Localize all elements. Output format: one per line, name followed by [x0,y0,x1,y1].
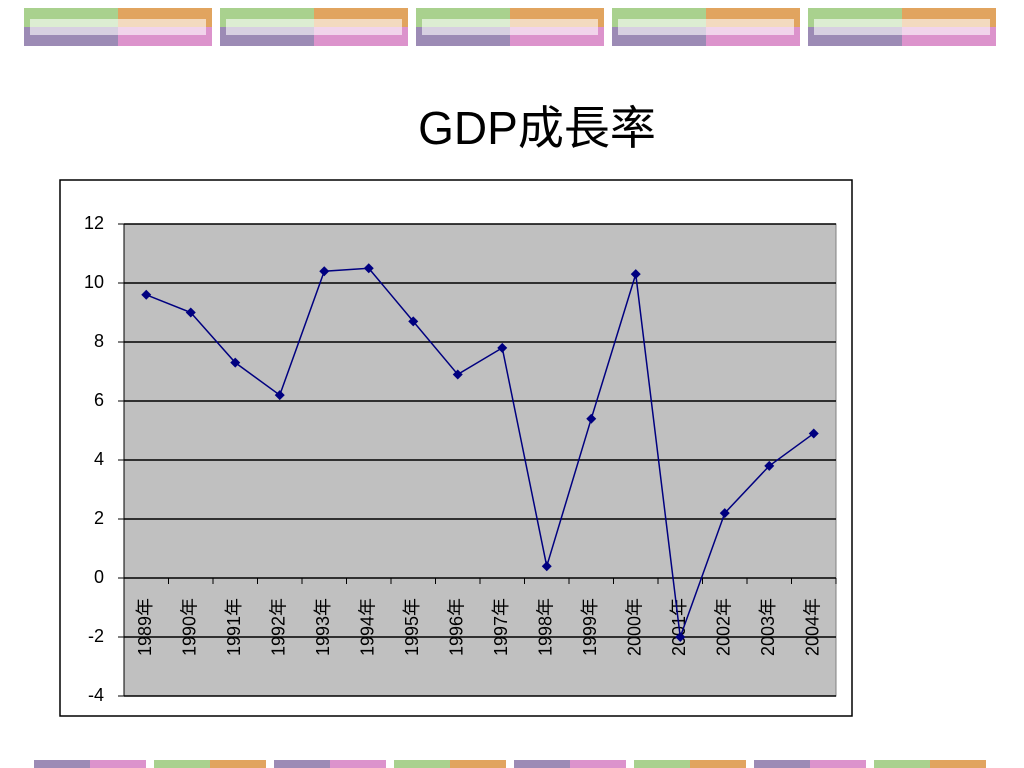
y-tick-label: 6 [94,390,104,410]
x-tick-label: 1993年 [313,598,333,656]
x-tick-label: 1996年 [447,598,467,656]
marker [630,269,641,280]
marker [808,428,819,439]
marker [719,508,730,519]
y-tick-label: 0 [94,567,104,587]
line [145,267,815,638]
x-tick-label: 1995年 [402,598,422,656]
x-tick-label: 1992年 [269,598,289,656]
marker [274,390,285,401]
x-tick-label: 1998年 [536,598,556,656]
x-tick-label: 1999年 [580,598,600,656]
marker [497,342,508,353]
y-tick-label: 12 [84,213,104,233]
marker [586,413,597,424]
chart-title: GDP成長率 [418,102,656,154]
y-tick-label: 2 [94,508,104,528]
marker [541,561,552,572]
marker [764,460,775,471]
y-tick-label: -4 [88,685,104,705]
marker [141,289,152,300]
x-tick-label: 2000年 [625,598,645,656]
x-tick-label: 1994年 [358,598,378,656]
x-tick-label: 2003年 [758,598,778,656]
y-tick-label: 8 [94,331,104,351]
marker [408,316,419,327]
y-tick-label: 10 [84,272,104,292]
x-tick-label: 2002年 [714,598,734,656]
x-tick-label: 1989年 [135,598,155,656]
marker [185,307,196,318]
x-tick-label: 2004年 [803,598,823,656]
x-tick-label: 1991年 [224,598,244,656]
marker [230,357,241,368]
x-tick-label: 1990年 [180,598,200,656]
x-tick-label: 1997年 [491,598,511,656]
marker [452,369,463,380]
marker [319,266,330,277]
marker [363,263,374,274]
top-decoration [24,8,996,46]
y-tick-label: 4 [94,449,104,469]
marker [675,632,686,642]
y-tick-label: -2 [88,626,104,646]
bottom-decoration [34,760,986,768]
